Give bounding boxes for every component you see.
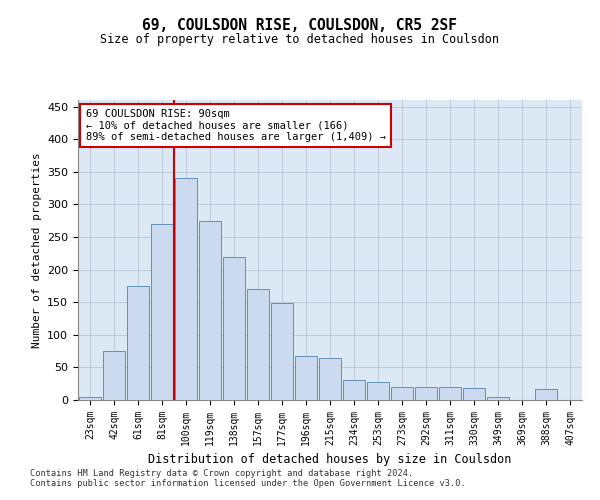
Bar <box>463 388 485 400</box>
Bar <box>535 389 557 400</box>
X-axis label: Distribution of detached houses by size in Coulsdon: Distribution of detached houses by size … <box>148 454 512 466</box>
Bar <box>271 304 293 400</box>
Text: Size of property relative to detached houses in Coulsdon: Size of property relative to detached ho… <box>101 32 499 46</box>
Bar <box>391 387 413 400</box>
Text: 69, COULSDON RISE, COULSDON, CR5 2SF: 69, COULSDON RISE, COULSDON, CR5 2SF <box>143 18 458 32</box>
Bar <box>415 387 437 400</box>
Bar <box>367 382 389 400</box>
Text: Contains public sector information licensed under the Open Government Licence v3: Contains public sector information licen… <box>30 478 466 488</box>
Bar <box>175 178 197 400</box>
Text: 69 COULSDON RISE: 90sqm
← 10% of detached houses are smaller (166)
89% of semi-d: 69 COULSDON RISE: 90sqm ← 10% of detache… <box>86 109 386 142</box>
Bar <box>487 396 509 400</box>
Bar <box>319 358 341 400</box>
Bar <box>223 256 245 400</box>
Bar <box>103 351 125 400</box>
Bar <box>79 396 101 400</box>
Bar <box>151 224 173 400</box>
Bar <box>127 286 149 400</box>
Text: Contains HM Land Registry data © Crown copyright and database right 2024.: Contains HM Land Registry data © Crown c… <box>30 468 413 477</box>
Bar <box>199 220 221 400</box>
Bar <box>247 289 269 400</box>
Bar <box>439 387 461 400</box>
Bar <box>295 356 317 400</box>
Y-axis label: Number of detached properties: Number of detached properties <box>32 152 41 348</box>
Bar <box>343 380 365 400</box>
